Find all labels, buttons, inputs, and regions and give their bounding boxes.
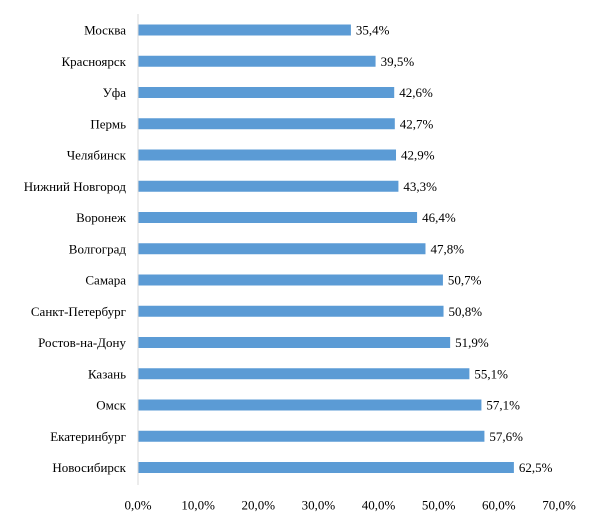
value-labels-group: 35,4% 39,5% 42,6% 42,7% 42,9% 43,3% 46,4% 47,8%… xyxy=(356,23,553,476)
value-label: 62,5% xyxy=(519,460,553,475)
x-tick-label: 10,0% xyxy=(181,498,215,513)
x-tick-label: 30,0% xyxy=(302,498,336,513)
bar xyxy=(138,180,399,192)
value-label: 55,1% xyxy=(474,366,508,381)
category-label: Волгоград xyxy=(69,241,127,256)
bar xyxy=(138,337,451,348)
x-tick-label: 40,0% xyxy=(362,498,396,513)
category-label: Омск xyxy=(96,398,126,413)
value-label: 35,4% xyxy=(356,23,390,38)
category-label: Самара xyxy=(85,273,126,288)
bar xyxy=(138,212,418,223)
bar xyxy=(138,399,482,411)
category-label: Пермь xyxy=(90,116,126,131)
category-label: Уфа xyxy=(103,85,127,100)
category-label: Казань xyxy=(88,366,126,381)
x-tick-label: 20,0% xyxy=(241,498,275,513)
category-labels-group: Москва Красноярск Уфа Пермь Челябинск Нижний … xyxy=(24,23,127,476)
x-tick-label: 50,0% xyxy=(422,498,456,513)
value-label: 42,9% xyxy=(401,148,435,163)
value-label: 42,7% xyxy=(400,116,434,131)
bar xyxy=(138,462,514,473)
bar xyxy=(138,305,444,317)
category-label: Москва xyxy=(84,23,126,38)
category-label: Воронеж xyxy=(76,210,127,225)
category-label: Красноярск xyxy=(62,54,127,69)
value-label: 43,3% xyxy=(403,179,437,194)
bar xyxy=(138,274,443,286)
value-label: 42,6% xyxy=(399,85,433,100)
category-label: Екатеринбург xyxy=(50,429,126,444)
bar xyxy=(138,368,470,380)
value-label: 47,8% xyxy=(430,241,464,256)
category-label: Челябинск xyxy=(67,148,127,163)
value-label: 46,4% xyxy=(422,210,456,225)
x-tick-label: 60,0% xyxy=(482,498,516,513)
bar xyxy=(138,430,485,442)
x-tick-label: 0,0% xyxy=(124,498,151,513)
category-label: Санкт-Петербург xyxy=(31,304,126,319)
category-label: Ростов-на-Дону xyxy=(38,335,126,350)
value-label: 57,1% xyxy=(486,398,520,413)
x-tick-labels-group: 0,0% 10,0% 20,0% 30,0% 40,0% 50,0% 60,0% 70,0% xyxy=(124,498,576,513)
bar xyxy=(138,55,376,67)
value-label: 51,9% xyxy=(455,335,489,350)
category-label: Новосибирск xyxy=(52,460,126,475)
value-label: 39,5% xyxy=(381,54,415,69)
value-label: 50,7% xyxy=(448,273,482,288)
bar xyxy=(138,87,395,98)
value-label: 50,8% xyxy=(449,304,483,319)
bars-group xyxy=(138,24,514,473)
bar xyxy=(138,118,395,130)
bar xyxy=(138,243,426,255)
value-label: 57,6% xyxy=(489,429,523,444)
bar xyxy=(138,24,351,36)
x-tick-label: 70,0% xyxy=(542,498,576,513)
bar xyxy=(138,149,397,161)
category-label: Нижний Новгород xyxy=(24,179,127,194)
